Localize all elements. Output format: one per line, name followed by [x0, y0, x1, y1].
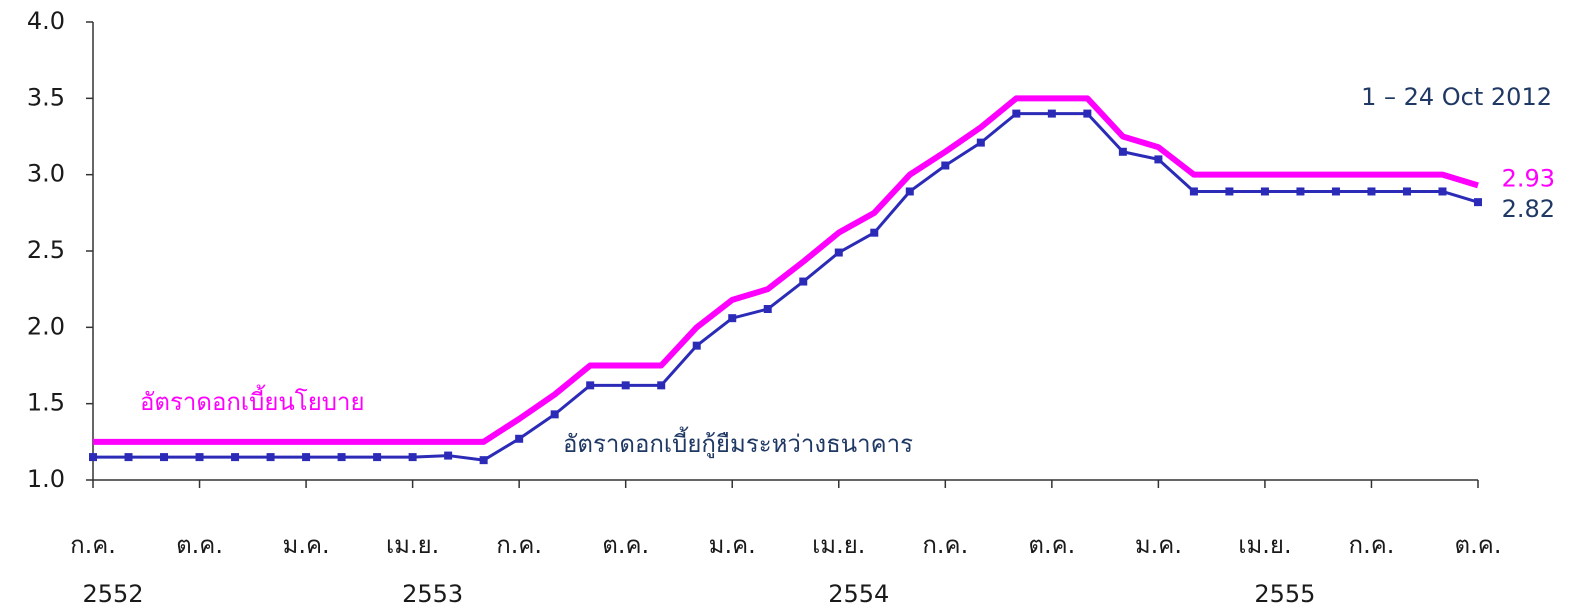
point: [799, 277, 808, 286]
point: [1083, 109, 1092, 118]
point: [231, 453, 240, 462]
x-tick-label: ก.ค.: [922, 531, 968, 559]
point: [941, 161, 950, 170]
point: [976, 138, 985, 147]
x-tick-label: ก.ค.: [496, 531, 542, 559]
x-tick-label: ต.ค.: [1455, 531, 1502, 559]
point: [1118, 147, 1127, 156]
x-tick-label: ต.ค.: [602, 531, 649, 559]
x-tick-label: เม.ย.: [1238, 531, 1291, 559]
annotation: 1 – 24 Oct 2012: [1361, 83, 1552, 111]
point: [1225, 187, 1234, 196]
point: [302, 453, 311, 462]
point: [657, 381, 666, 390]
point: [515, 434, 524, 443]
point: [160, 453, 169, 462]
year-label: 2555: [1254, 580, 1315, 608]
x-tick-label: ก.ค.: [70, 531, 116, 559]
year-label: 2554: [828, 580, 889, 608]
x-tick-label: เม.ย.: [386, 531, 439, 559]
point: [1047, 109, 1056, 118]
point: [692, 341, 701, 350]
point: [728, 314, 737, 323]
point: [1438, 187, 1447, 196]
y-tick-label: 2.0: [27, 312, 65, 340]
point: [337, 453, 346, 462]
point: [1189, 187, 1198, 196]
point: [550, 410, 559, 419]
series-label: อัตราดอกเบี้ยนโยบาย: [140, 384, 365, 416]
point: [586, 381, 595, 390]
y-tick-label: 1.0: [27, 465, 65, 493]
point: [870, 228, 879, 237]
point: [89, 453, 97, 462]
x-tick-label: ก.ค.: [1349, 531, 1395, 559]
point: [124, 453, 133, 462]
point: [195, 453, 204, 462]
point: [1260, 187, 1269, 196]
point: [1402, 187, 1411, 196]
point: [834, 248, 843, 257]
point: [1154, 155, 1163, 164]
end-label: 2.82: [1502, 195, 1555, 223]
year-label: 2553: [402, 580, 463, 608]
point: [621, 381, 630, 390]
y-tick-label: 1.5: [27, 389, 65, 417]
y-tick-label: 4.0: [27, 7, 65, 35]
point: [1367, 187, 1376, 196]
point: [373, 453, 382, 462]
point: [905, 187, 914, 196]
point: [1331, 187, 1340, 196]
end-label: 2.93: [1502, 164, 1555, 192]
x-tick-label: ม.ค.: [283, 531, 330, 559]
point: [1474, 198, 1482, 207]
y-tick-label: 2.5: [27, 236, 65, 264]
point: [1296, 187, 1305, 196]
x-tick-label: ม.ค.: [1135, 531, 1182, 559]
y-tick-label: 3.5: [27, 83, 65, 111]
point: [479, 456, 488, 465]
point: [444, 451, 453, 460]
year-label: 2552: [82, 580, 143, 608]
point: [408, 453, 417, 462]
x-tick-label: ต.ค.: [176, 531, 223, 559]
point: [1012, 109, 1021, 118]
series-label: อัตราดอกเบี้ยกู้ยืมระหว่างธนาคาร: [563, 426, 913, 459]
x-tick-label: ม.ค.: [709, 531, 756, 559]
series-line: [93, 112, 1479, 462]
x-tick-label: เม.ย.: [812, 531, 865, 559]
point: [763, 305, 772, 314]
x-tick-label: ต.ค.: [1028, 531, 1075, 559]
point: [266, 453, 275, 462]
y-tick-label: 3.0: [27, 160, 65, 188]
series-line: [93, 95, 1479, 445]
